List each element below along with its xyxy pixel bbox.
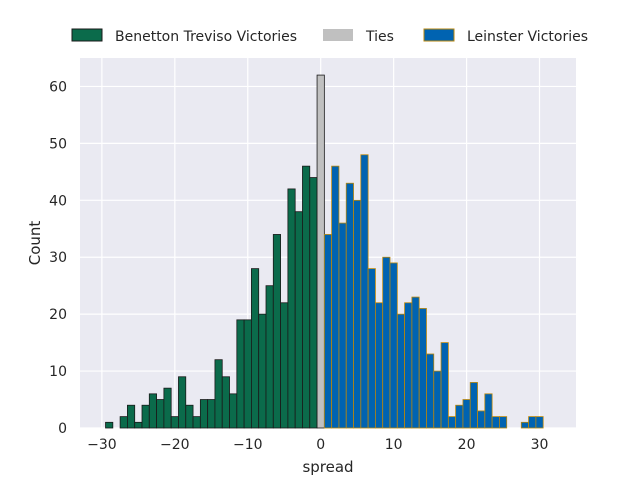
histogram-bar [214, 359, 223, 429]
histogram-bar [148, 393, 157, 429]
histogram-bar [469, 382, 478, 429]
histogram-bar [447, 416, 457, 429]
x-axis-ticks: −30 −20 −10 0 10 20 30 [87, 437, 548, 453]
histogram-bar [199, 399, 209, 429]
histogram-bar [418, 308, 427, 429]
histogram-bar [484, 393, 493, 429]
histogram-bar [119, 416, 128, 429]
x-tick-label: 30 [531, 437, 549, 453]
histogram-bar [127, 404, 136, 429]
histogram-bar [309, 177, 318, 429]
histogram-bar [382, 256, 391, 429]
x-tick-label: 0 [316, 437, 325, 453]
x-tick-label: −30 [87, 437, 117, 453]
y-tick-label: 50 [49, 136, 67, 152]
y-tick-label: 0 [58, 421, 67, 437]
x-tick-label: 10 [385, 437, 403, 453]
histogram-bar [302, 165, 311, 429]
histogram-bar [243, 319, 252, 429]
legend-swatch-ties [323, 29, 353, 41]
histogram-bar [433, 370, 442, 429]
histogram-bar [426, 353, 435, 429]
bars [105, 74, 544, 429]
histogram-bar [491, 416, 500, 429]
legend-label-ties: Ties [365, 29, 394, 45]
histogram-bar [323, 234, 333, 429]
histogram-bar [331, 165, 340, 429]
histogram-bar [345, 182, 354, 429]
histogram-bar [499, 416, 508, 429]
x-axis-label: spread [302, 458, 353, 476]
x-tick-label: −10 [233, 437, 263, 453]
histogram-bar [411, 296, 420, 429]
histogram-bar [221, 376, 230, 429]
y-axis-ticks: 0 10 20 30 40 50 60 [49, 79, 67, 437]
histogram-bar [455, 404, 464, 429]
x-tick-label: 20 [458, 437, 476, 453]
histogram-bar [156, 399, 165, 429]
histogram-bar [236, 319, 245, 429]
y-tick-label: 10 [49, 364, 67, 380]
histogram-bar [192, 416, 201, 429]
histogram-bar [105, 421, 114, 429]
histogram-bar [389, 262, 398, 429]
histogram-bar [178, 376, 187, 429]
histogram-bar [535, 416, 544, 429]
legend-swatch-benetton [71, 28, 103, 42]
histogram-bar [338, 222, 347, 429]
y-tick-label: 40 [49, 193, 67, 209]
histogram-bar [170, 416, 179, 429]
legend-label-benetton: Benetton Treviso Victories [115, 29, 297, 45]
y-tick-label: 30 [49, 250, 67, 266]
histogram-bar [462, 399, 471, 429]
histogram-bar [396, 313, 405, 429]
legend: Benetton Treviso Victories Ties Leinster… [71, 28, 588, 45]
histogram-bar [258, 313, 267, 429]
histogram-bar [134, 421, 143, 429]
histogram-bar [367, 268, 376, 429]
y-axis-label: Count [26, 221, 44, 266]
histogram-bar [353, 199, 362, 429]
histogram-bar [229, 393, 238, 429]
histogram-bar [477, 410, 486, 429]
histogram-bar [287, 188, 296, 429]
histogram-bar [404, 302, 413, 429]
histogram-bar [316, 74, 325, 429]
legend-swatch-leinster [423, 28, 455, 42]
histogram-bar [272, 234, 281, 429]
histogram-bar [440, 342, 449, 429]
histogram-bar [280, 302, 289, 429]
histogram-bar [163, 387, 172, 429]
histogram-bar [375, 302, 384, 429]
histogram-bar [185, 404, 194, 429]
histogram-bar [207, 399, 216, 429]
histogram-bar [528, 416, 537, 429]
histogram-bar [265, 285, 274, 429]
y-tick-label: 20 [49, 307, 67, 323]
histogram-bar [251, 268, 260, 429]
y-tick-label: 60 [49, 79, 67, 95]
histogram-bar [141, 404, 150, 429]
histogram-bar [520, 421, 529, 429]
legend-label-leinster: Leinster Victories [467, 29, 588, 45]
x-tick-label: −20 [160, 437, 190, 453]
histogram-bar [360, 154, 369, 429]
histogram-bar [294, 211, 303, 429]
